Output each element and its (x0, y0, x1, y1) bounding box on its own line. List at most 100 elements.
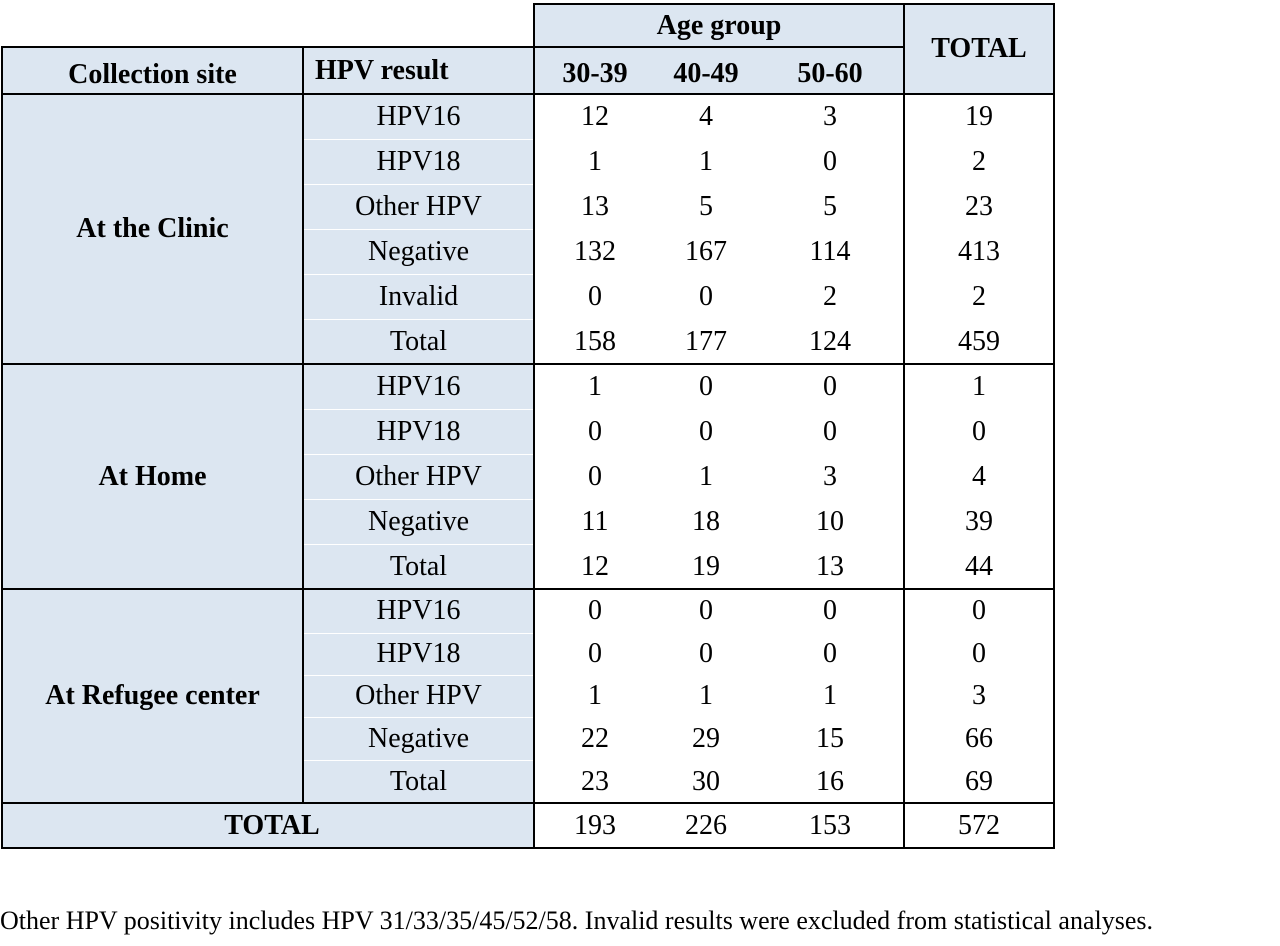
table-cell: 5 (823, 190, 837, 222)
row-separator (303, 454, 534, 455)
row-separator (303, 717, 534, 718)
row-total-cell: 0 (972, 595, 986, 626)
row-separator (303, 760, 534, 761)
hpv-result-label: Total (389, 325, 448, 357)
table-cell: 13 (581, 190, 609, 222)
table-cell: 18 (692, 505, 720, 537)
table-cell: 0 (823, 415, 837, 447)
table-cell: 0 (588, 280, 602, 312)
table-cell: 0 (588, 460, 602, 492)
age-column-header: 40-49 (673, 58, 739, 89)
table-cell: 1 (588, 145, 602, 177)
table-cell: 12 (581, 100, 609, 132)
row-total-cell: 19 (965, 100, 993, 132)
row-separator (303, 229, 534, 230)
row-total-cell: 23 (965, 190, 993, 222)
site-name: At Refugee center (45, 680, 260, 711)
row-separator (303, 139, 534, 140)
border-line (1, 93, 1055, 95)
footnote: Other HPV positivity includes HPV 31/33/… (0, 906, 1153, 935)
table-cell: 30 (692, 765, 720, 797)
hpv-result-label: Negative (367, 722, 470, 754)
hpv-result-label: Total (389, 550, 448, 582)
table-cell: 167 (685, 235, 727, 267)
collection-site-header: Collection site (68, 59, 237, 90)
row-separator (303, 633, 534, 634)
border-line (1, 847, 1055, 849)
hpv-result-label: HPV16 (376, 370, 461, 402)
row-total-cell: 0 (972, 638, 986, 669)
grand-total-cell: 153 (809, 809, 851, 841)
row-total-cell: 66 (965, 722, 993, 754)
site-name: At Home (98, 460, 207, 492)
border-line (1, 802, 1055, 804)
hpv-result-label: HPV18 (376, 145, 461, 177)
table-cell: 3 (823, 100, 837, 132)
table-cell: 1 (588, 370, 602, 402)
table-cell: 1 (699, 460, 713, 492)
border-line (1053, 3, 1055, 849)
hpv-result-label: Negative (367, 235, 470, 267)
grand-total-label: TOTAL (224, 809, 320, 841)
age-group-header-cell: Age group (534, 4, 904, 47)
border-line (1, 588, 1055, 590)
table-cell: 177 (685, 325, 727, 357)
hpv-result-header: HPV result (315, 55, 449, 86)
table-cell: 1 (823, 680, 837, 711)
border-line (302, 46, 304, 804)
row-total-cell: 2 (972, 145, 986, 177)
row-total-cell: 0 (972, 415, 986, 447)
table-cell: 0 (823, 145, 837, 177)
table-cell: 0 (823, 370, 837, 402)
hpv-result-label: HPV18 (376, 638, 461, 669)
row-total-cell: 39 (965, 505, 993, 537)
total-header-cell: TOTAL (904, 4, 1054, 94)
table-cell: 0 (588, 595, 602, 626)
border-line (903, 3, 905, 849)
row-separator (303, 184, 534, 185)
hpv-result-label: Other HPV (355, 460, 482, 492)
row-total-cell: 459 (958, 325, 1000, 357)
grand-total-overall-cell: 572 (958, 809, 1000, 841)
hpv-result-label: Other HPV (355, 680, 482, 711)
border-line (533, 3, 1055, 5)
table-cell: 22 (581, 722, 609, 754)
table-cell: 4 (699, 100, 713, 132)
site-name: At the Clinic (76, 213, 229, 244)
table-cell: 0 (699, 415, 713, 447)
border-line (1, 46, 3, 849)
row-total-cell: 69 (965, 765, 993, 797)
table-cell: 0 (588, 415, 602, 447)
border-line (1, 46, 534, 48)
site-cell: At Home (2, 364, 303, 589)
row-total-cell: 44 (965, 550, 993, 582)
age-column-header: 50-60 (797, 58, 863, 89)
row-total-cell: 413 (958, 235, 1000, 267)
table-cell: 3 (823, 460, 837, 492)
table-cell: 1 (588, 680, 602, 711)
grand-total-cell: 226 (685, 809, 727, 841)
table-cell: 16 (816, 765, 844, 797)
hpv-result-label: HPV16 (376, 595, 461, 626)
table-cell: 10 (816, 505, 844, 537)
hpv-result-label: HPV16 (376, 100, 461, 132)
hpv-result-label: HPV18 (376, 415, 461, 447)
table-cell: 158 (574, 325, 616, 357)
age-columns-header-row (534, 48, 904, 94)
site-cell: At Refugee center (2, 589, 303, 803)
border-line (533, 46, 905, 48)
table-cell: 12 (581, 550, 609, 582)
hpv-result-header-cell: HPV result (303, 48, 534, 94)
hpv-result-label: Other HPV (355, 190, 482, 222)
border-line (533, 3, 535, 849)
collection-site-header-cell: Collection site (2, 48, 303, 94)
row-separator (303, 409, 534, 410)
table-cell: 23 (581, 765, 609, 797)
table-cell: 0 (699, 638, 713, 669)
row-total-cell: 2 (972, 280, 986, 312)
table-cell: 13 (816, 550, 844, 582)
table-cell: 29 (692, 722, 720, 754)
table-cell: 11 (581, 505, 609, 537)
row-total-cell: 4 (972, 460, 986, 492)
table-cell: 124 (809, 325, 851, 357)
